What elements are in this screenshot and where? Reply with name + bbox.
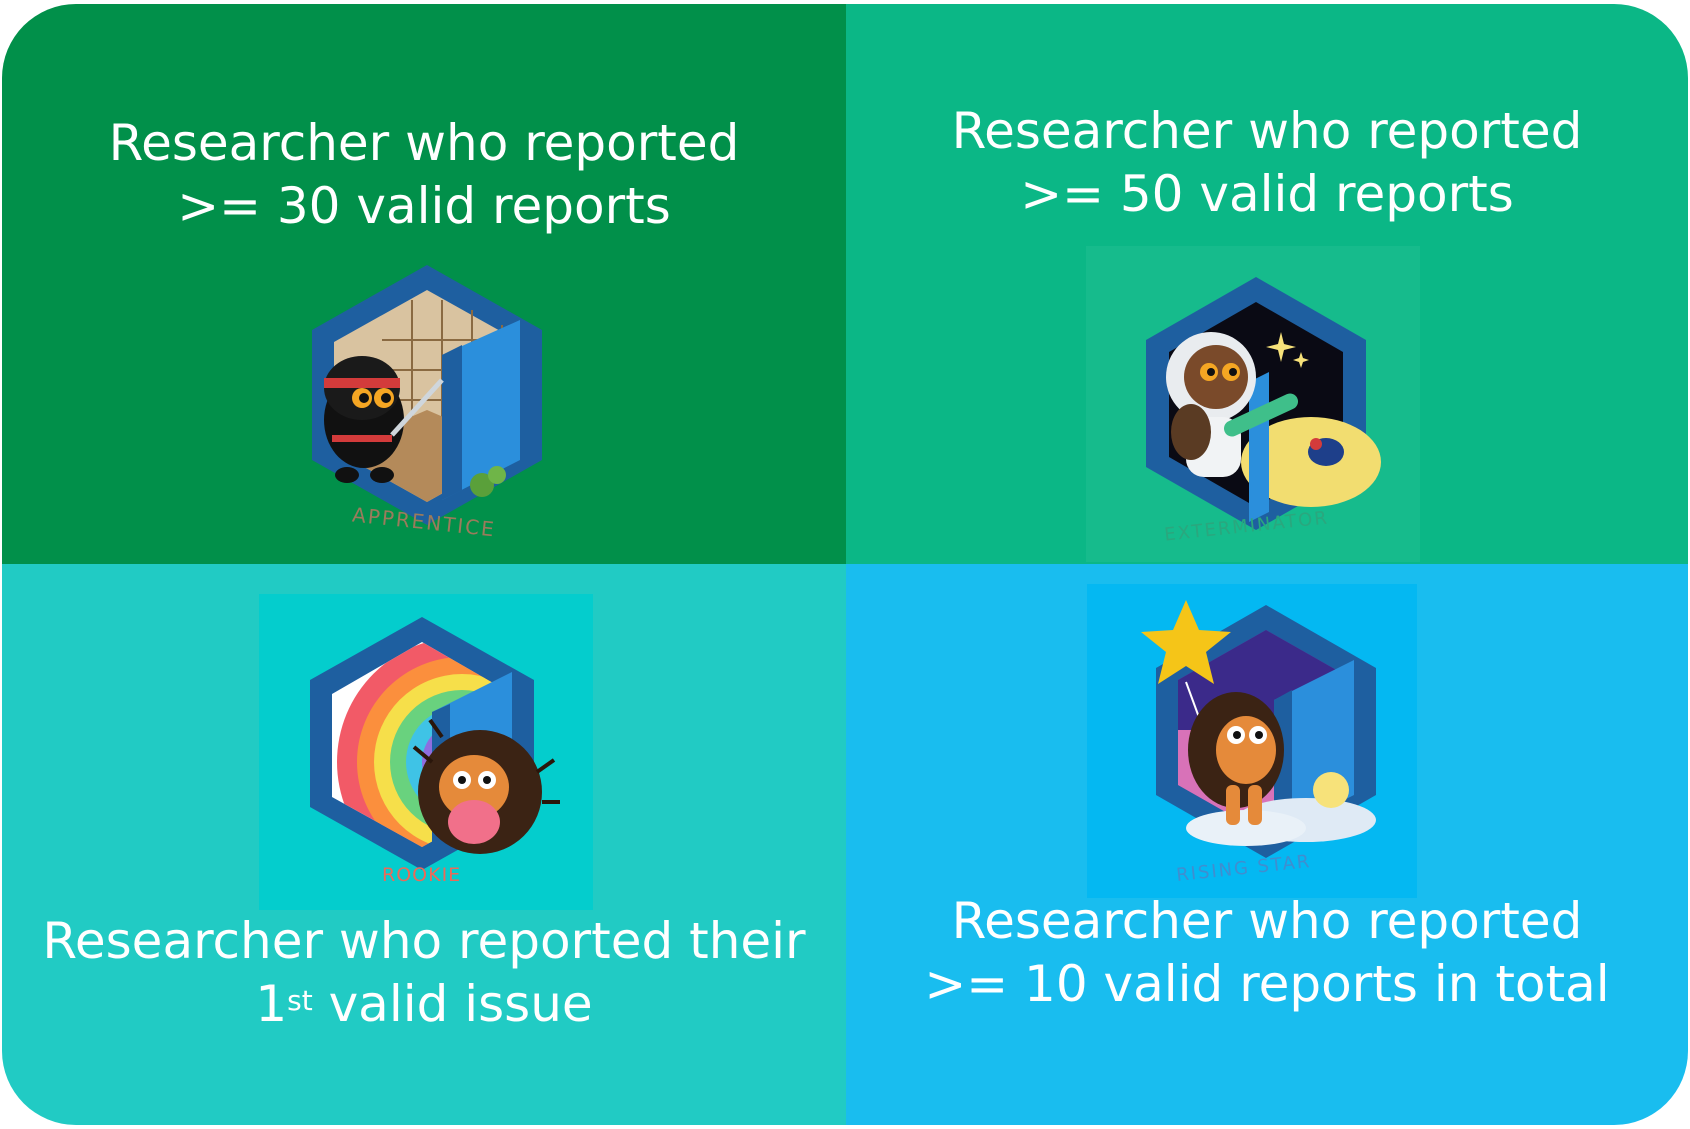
apprentice-tile: Researcher who reported >= 30 valid repo… xyxy=(2,4,846,564)
apprentice-caption-line1: Researcher who reported xyxy=(108,114,740,172)
apprentice-caption: Researcher who reported >= 30 valid repo… xyxy=(2,112,846,238)
exterminator-caption: Researcher who reported >= 50 valid repo… xyxy=(846,100,1688,226)
exterminator-caption-line1: Researcher who reported xyxy=(951,102,1583,160)
rookie-badge-label: ROOKIE xyxy=(382,864,462,886)
exterminator-tile: Researcher who reported >= 50 valid repo… xyxy=(846,4,1688,564)
rookie-ordinal-number: 1 xyxy=(255,975,288,1033)
hedgehog-star-badge-icon xyxy=(1096,590,1416,880)
exterminator-caption-line2: >= 50 valid reports xyxy=(1020,165,1514,223)
rookie-tile: ROOKIE Researcher who reported their 1st… xyxy=(2,564,846,1125)
rising-star-caption: Researcher who reported >= 10 valid repo… xyxy=(846,890,1688,1016)
rookie-caption-line2: 1st valid issue xyxy=(2,973,846,1036)
rookie-caption-line1: Researcher who reported their xyxy=(42,912,806,970)
astronaut-badge-icon xyxy=(1131,272,1381,542)
rising-star-caption-line2: >= 10 valid reports in total xyxy=(924,955,1610,1013)
rookie-caption: Researcher who reported their 1st valid … xyxy=(2,910,846,1036)
rising-star-caption-line1: Researcher who reported xyxy=(951,892,1583,950)
apprentice-caption-line2: >= 30 valid reports xyxy=(177,177,671,235)
badge-board: Researcher who reported >= 30 valid repo… xyxy=(2,4,1688,1125)
hedgehog-rainbow-badge-icon xyxy=(302,612,562,882)
rookie-caption-rest: valid issue xyxy=(312,975,593,1033)
rising-star-tile: RISING STAR Researcher who reported >= 1… xyxy=(846,564,1688,1125)
rookie-ordinal-suffix: st xyxy=(287,984,313,1017)
ninja-badge-icon xyxy=(292,260,562,550)
